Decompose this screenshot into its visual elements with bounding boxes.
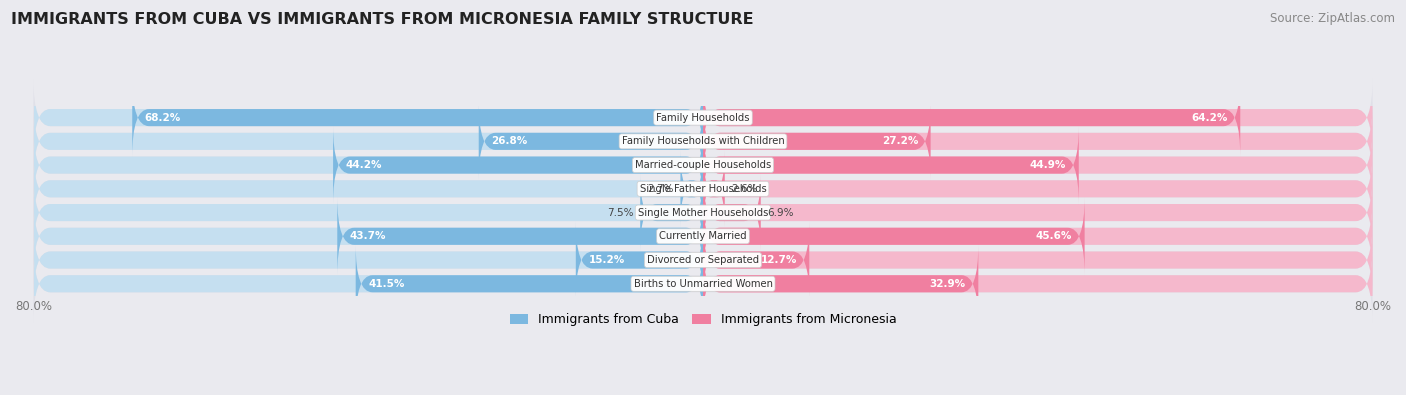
FancyBboxPatch shape [132,79,703,156]
Text: 2.7%: 2.7% [647,184,673,194]
FancyBboxPatch shape [703,174,761,252]
FancyBboxPatch shape [703,221,1372,299]
FancyBboxPatch shape [34,174,703,252]
FancyBboxPatch shape [703,102,1372,180]
FancyBboxPatch shape [703,150,1372,228]
FancyBboxPatch shape [34,79,1372,156]
FancyBboxPatch shape [703,102,931,180]
Text: Married-couple Households: Married-couple Households [636,160,770,170]
FancyBboxPatch shape [703,150,724,228]
FancyBboxPatch shape [34,150,703,228]
Text: Family Households with Children: Family Households with Children [621,136,785,146]
Text: 27.2%: 27.2% [882,136,918,146]
Text: 45.6%: 45.6% [1036,231,1071,241]
FancyBboxPatch shape [478,102,703,180]
Text: 43.7%: 43.7% [350,231,387,241]
Text: Single Father Households: Single Father Households [640,184,766,194]
Text: 6.9%: 6.9% [768,207,794,218]
FancyBboxPatch shape [34,198,1372,275]
FancyBboxPatch shape [34,150,1372,228]
Text: 44.9%: 44.9% [1029,160,1066,170]
FancyBboxPatch shape [34,174,1372,252]
FancyBboxPatch shape [337,198,703,275]
Text: 12.7%: 12.7% [761,255,797,265]
FancyBboxPatch shape [681,150,703,228]
FancyBboxPatch shape [333,126,703,204]
Text: Births to Unmarried Women: Births to Unmarried Women [634,279,772,289]
Text: 7.5%: 7.5% [607,207,634,218]
FancyBboxPatch shape [703,198,1372,275]
FancyBboxPatch shape [34,102,703,180]
FancyBboxPatch shape [703,221,810,299]
FancyBboxPatch shape [34,221,1372,299]
Text: 64.2%: 64.2% [1191,113,1227,122]
Text: 41.5%: 41.5% [368,279,405,289]
FancyBboxPatch shape [34,126,1372,204]
FancyBboxPatch shape [703,126,1078,204]
FancyBboxPatch shape [34,198,703,275]
FancyBboxPatch shape [703,245,979,323]
Text: IMMIGRANTS FROM CUBA VS IMMIGRANTS FROM MICRONESIA FAMILY STRUCTURE: IMMIGRANTS FROM CUBA VS IMMIGRANTS FROM … [11,12,754,27]
Text: 2.6%: 2.6% [731,184,758,194]
Text: 68.2%: 68.2% [145,113,181,122]
FancyBboxPatch shape [34,102,1372,180]
FancyBboxPatch shape [640,174,703,252]
Text: 15.2%: 15.2% [588,255,624,265]
FancyBboxPatch shape [34,245,1372,323]
FancyBboxPatch shape [34,126,703,204]
FancyBboxPatch shape [703,79,1240,156]
FancyBboxPatch shape [34,221,703,299]
Text: Currently Married: Currently Married [659,231,747,241]
Text: Source: ZipAtlas.com: Source: ZipAtlas.com [1270,12,1395,25]
FancyBboxPatch shape [703,245,1372,323]
FancyBboxPatch shape [34,79,703,156]
Text: Single Mother Households: Single Mother Households [638,207,768,218]
FancyBboxPatch shape [703,79,1372,156]
FancyBboxPatch shape [703,198,1084,275]
Text: 44.2%: 44.2% [346,160,382,170]
FancyBboxPatch shape [576,221,703,299]
Text: 26.8%: 26.8% [491,136,527,146]
Legend: Immigrants from Cuba, Immigrants from Micronesia: Immigrants from Cuba, Immigrants from Mi… [505,308,901,331]
FancyBboxPatch shape [703,174,1372,252]
Text: 32.9%: 32.9% [929,279,966,289]
FancyBboxPatch shape [34,245,703,323]
Text: Family Households: Family Households [657,113,749,122]
Text: Divorced or Separated: Divorced or Separated [647,255,759,265]
FancyBboxPatch shape [356,245,703,323]
FancyBboxPatch shape [703,126,1372,204]
